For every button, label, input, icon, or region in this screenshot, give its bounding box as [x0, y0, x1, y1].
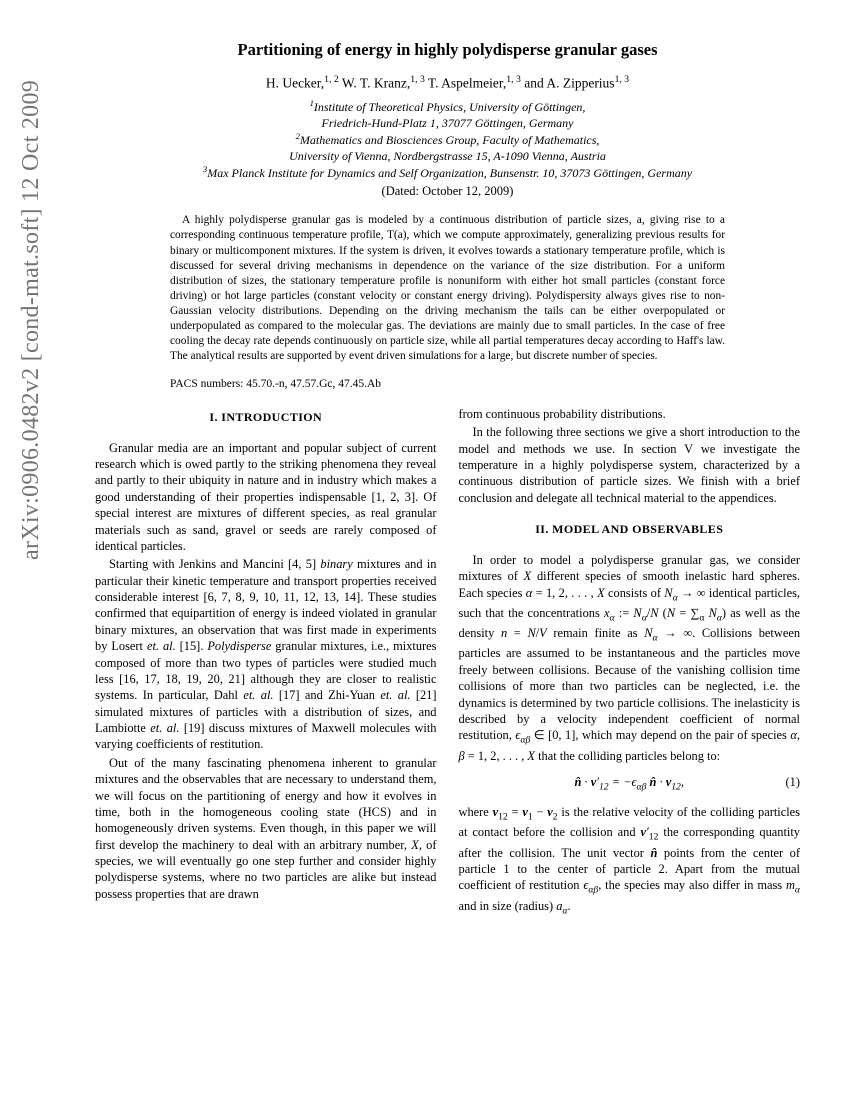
date-line: (Dated: October 12, 2009): [95, 184, 800, 199]
affiliation-2: 2Mathematics and Biosciences Group, Facu…: [95, 131, 800, 148]
paragraph-3: Out of the many fascinating phenomena in…: [95, 755, 437, 902]
affiliation-1: 1Institute of Theoretical Physics, Unive…: [95, 98, 800, 115]
pacs-numbers: PACS numbers: 45.70.-n, 47.57.Gc, 47.45.…: [170, 378, 725, 390]
paragraph-2: Starting with Jenkins and Mancini [4, 5]…: [95, 556, 437, 753]
section-2-heading: II. MODEL AND OBSERVABLES: [459, 522, 801, 538]
paragraph-6: In order to model a polydisperse granula…: [459, 552, 801, 764]
paper-page: Partitioning of energy in highly polydis…: [0, 0, 850, 948]
affiliation-3: 3Max Planck Institute for Dynamics and S…: [95, 164, 800, 181]
equation-1: n̂ · v′12 = −ϵαβ n̂ · v12, (1): [459, 774, 801, 794]
paragraph-1: Granular media are an important and popu…: [95, 440, 437, 555]
affil-text-2a: Mathematics and Biosciences Group, Facul…: [300, 133, 600, 147]
affil-text-1a: Institute of Theoretical Physics, Univer…: [314, 100, 586, 114]
paragraph-4: from continuous probability distribution…: [459, 406, 801, 422]
section-1-heading: I. INTRODUCTION: [95, 410, 437, 426]
equation-1-number: (1): [786, 774, 800, 790]
authors: H. Uecker,1, 2 W. T. Kranz,1, 3 T. Aspel…: [95, 74, 800, 92]
paper-title: Partitioning of energy in highly polydis…: [95, 40, 800, 60]
affiliation-2b: University of Vienna, Nordbergstrasse 15…: [95, 148, 800, 164]
paragraph-7: where v12 = v1 − v2 is the relative velo…: [459, 804, 801, 918]
arxiv-identifier: arXiv:0906.0482v2 [cond-mat.soft] 12 Oct…: [18, 80, 45, 560]
paragraph-5: In the following three sections we give …: [459, 424, 801, 506]
body-columns: I. INTRODUCTION Granular media are an im…: [95, 406, 800, 918]
equation-1-body: n̂ · v′12 = −ϵαβ n̂ · v12,: [575, 775, 684, 789]
abstract: A highly polydisperse granular gas is mo…: [170, 213, 725, 363]
affiliation-1b: Friedrich-Hund-Platz 1, 37077 Göttingen,…: [95, 115, 800, 131]
affil-text-3: Max Planck Institute for Dynamics and Se…: [207, 166, 692, 180]
